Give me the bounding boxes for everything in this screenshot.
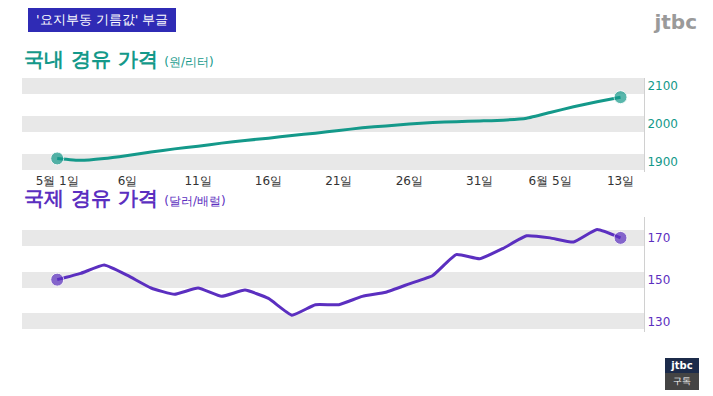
svg-text:5월 1일: 5월 1일 xyxy=(36,174,79,188)
svg-text:국내 경유 가격 (원/리터): 국내 경유 가격 (원/리터) xyxy=(24,47,214,71)
svg-text:26일: 26일 xyxy=(396,174,423,188)
svg-text:21일: 21일 xyxy=(325,174,352,188)
svg-text:6월 5일: 6월 5일 xyxy=(529,174,572,188)
html-text:jtbc: jtbc xyxy=(671,360,693,371)
svg-text:국제 경유 가격 (달러/배럴): 국제 경유 가격 (달러/배럴) xyxy=(24,186,226,210)
svg-text:170: 170 xyxy=(647,231,670,245)
html-text:'요지부동 기름값' 부글: '요지부동 기름값' 부글 xyxy=(36,12,169,27)
svg-text:130: 130 xyxy=(647,315,670,329)
svg-text:13일: 13일 xyxy=(607,174,634,188)
html-text:jtbc: jtbc xyxy=(654,10,697,34)
svg-text:31일: 31일 xyxy=(466,174,493,188)
html-text:구독: 구독 xyxy=(673,376,691,386)
svg-text:11일: 11일 xyxy=(184,174,211,188)
svg-text:2100: 2100 xyxy=(647,79,678,93)
svg-text:6일: 6일 xyxy=(118,174,138,188)
svg-text:150: 150 xyxy=(647,273,670,287)
svg-text:1900: 1900 xyxy=(647,155,678,169)
svg-text:16일: 16일 xyxy=(255,174,282,188)
svg-text:2000: 2000 xyxy=(647,117,678,131)
